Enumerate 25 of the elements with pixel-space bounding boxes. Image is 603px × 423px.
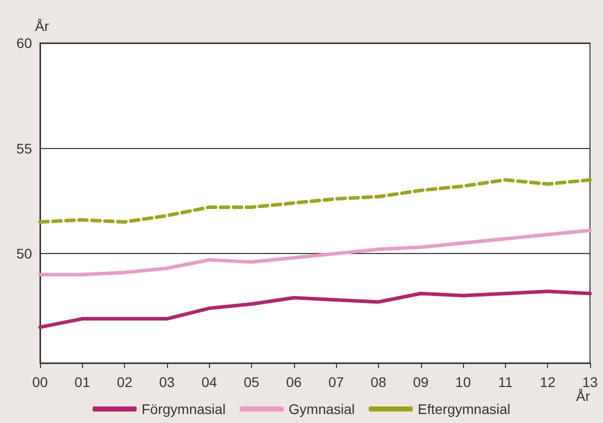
x-tick-label: 02 [116, 374, 133, 390]
legend-label: Förgymnasial [142, 401, 226, 417]
x-tick-label: 12 [540, 374, 556, 390]
line-series [38, 228, 592, 276]
y-axis-title: År [35, 18, 50, 34]
y-tick-label: 50 [16, 246, 32, 262]
x-tick-label: 00 [32, 374, 48, 390]
x-axis-title: År [576, 388, 590, 404]
legend-label: Eftergymnasial [418, 401, 510, 417]
x-tick-label: 04 [201, 374, 218, 390]
x-tick-label: 09 [412, 374, 429, 390]
y-tick-label: 60 [16, 35, 32, 51]
x-tick-label: 03 [159, 374, 175, 390]
x-tick-label: 08 [370, 374, 386, 390]
legend-label: Gymnasial [288, 401, 355, 417]
x-tick-label: 11 [498, 374, 513, 390]
y-tick-label: 55 [16, 140, 32, 156]
line-series [38, 290, 592, 329]
x-tick-label: 07 [328, 374, 344, 390]
x-tick-label: 06 [286, 374, 302, 390]
x-tick-label: 13 [582, 374, 598, 390]
line-series [38, 178, 592, 224]
x-tick-label: 01 [74, 374, 90, 390]
x-tick-label: 05 [244, 374, 260, 390]
x-tick-label: 10 [455, 374, 472, 390]
